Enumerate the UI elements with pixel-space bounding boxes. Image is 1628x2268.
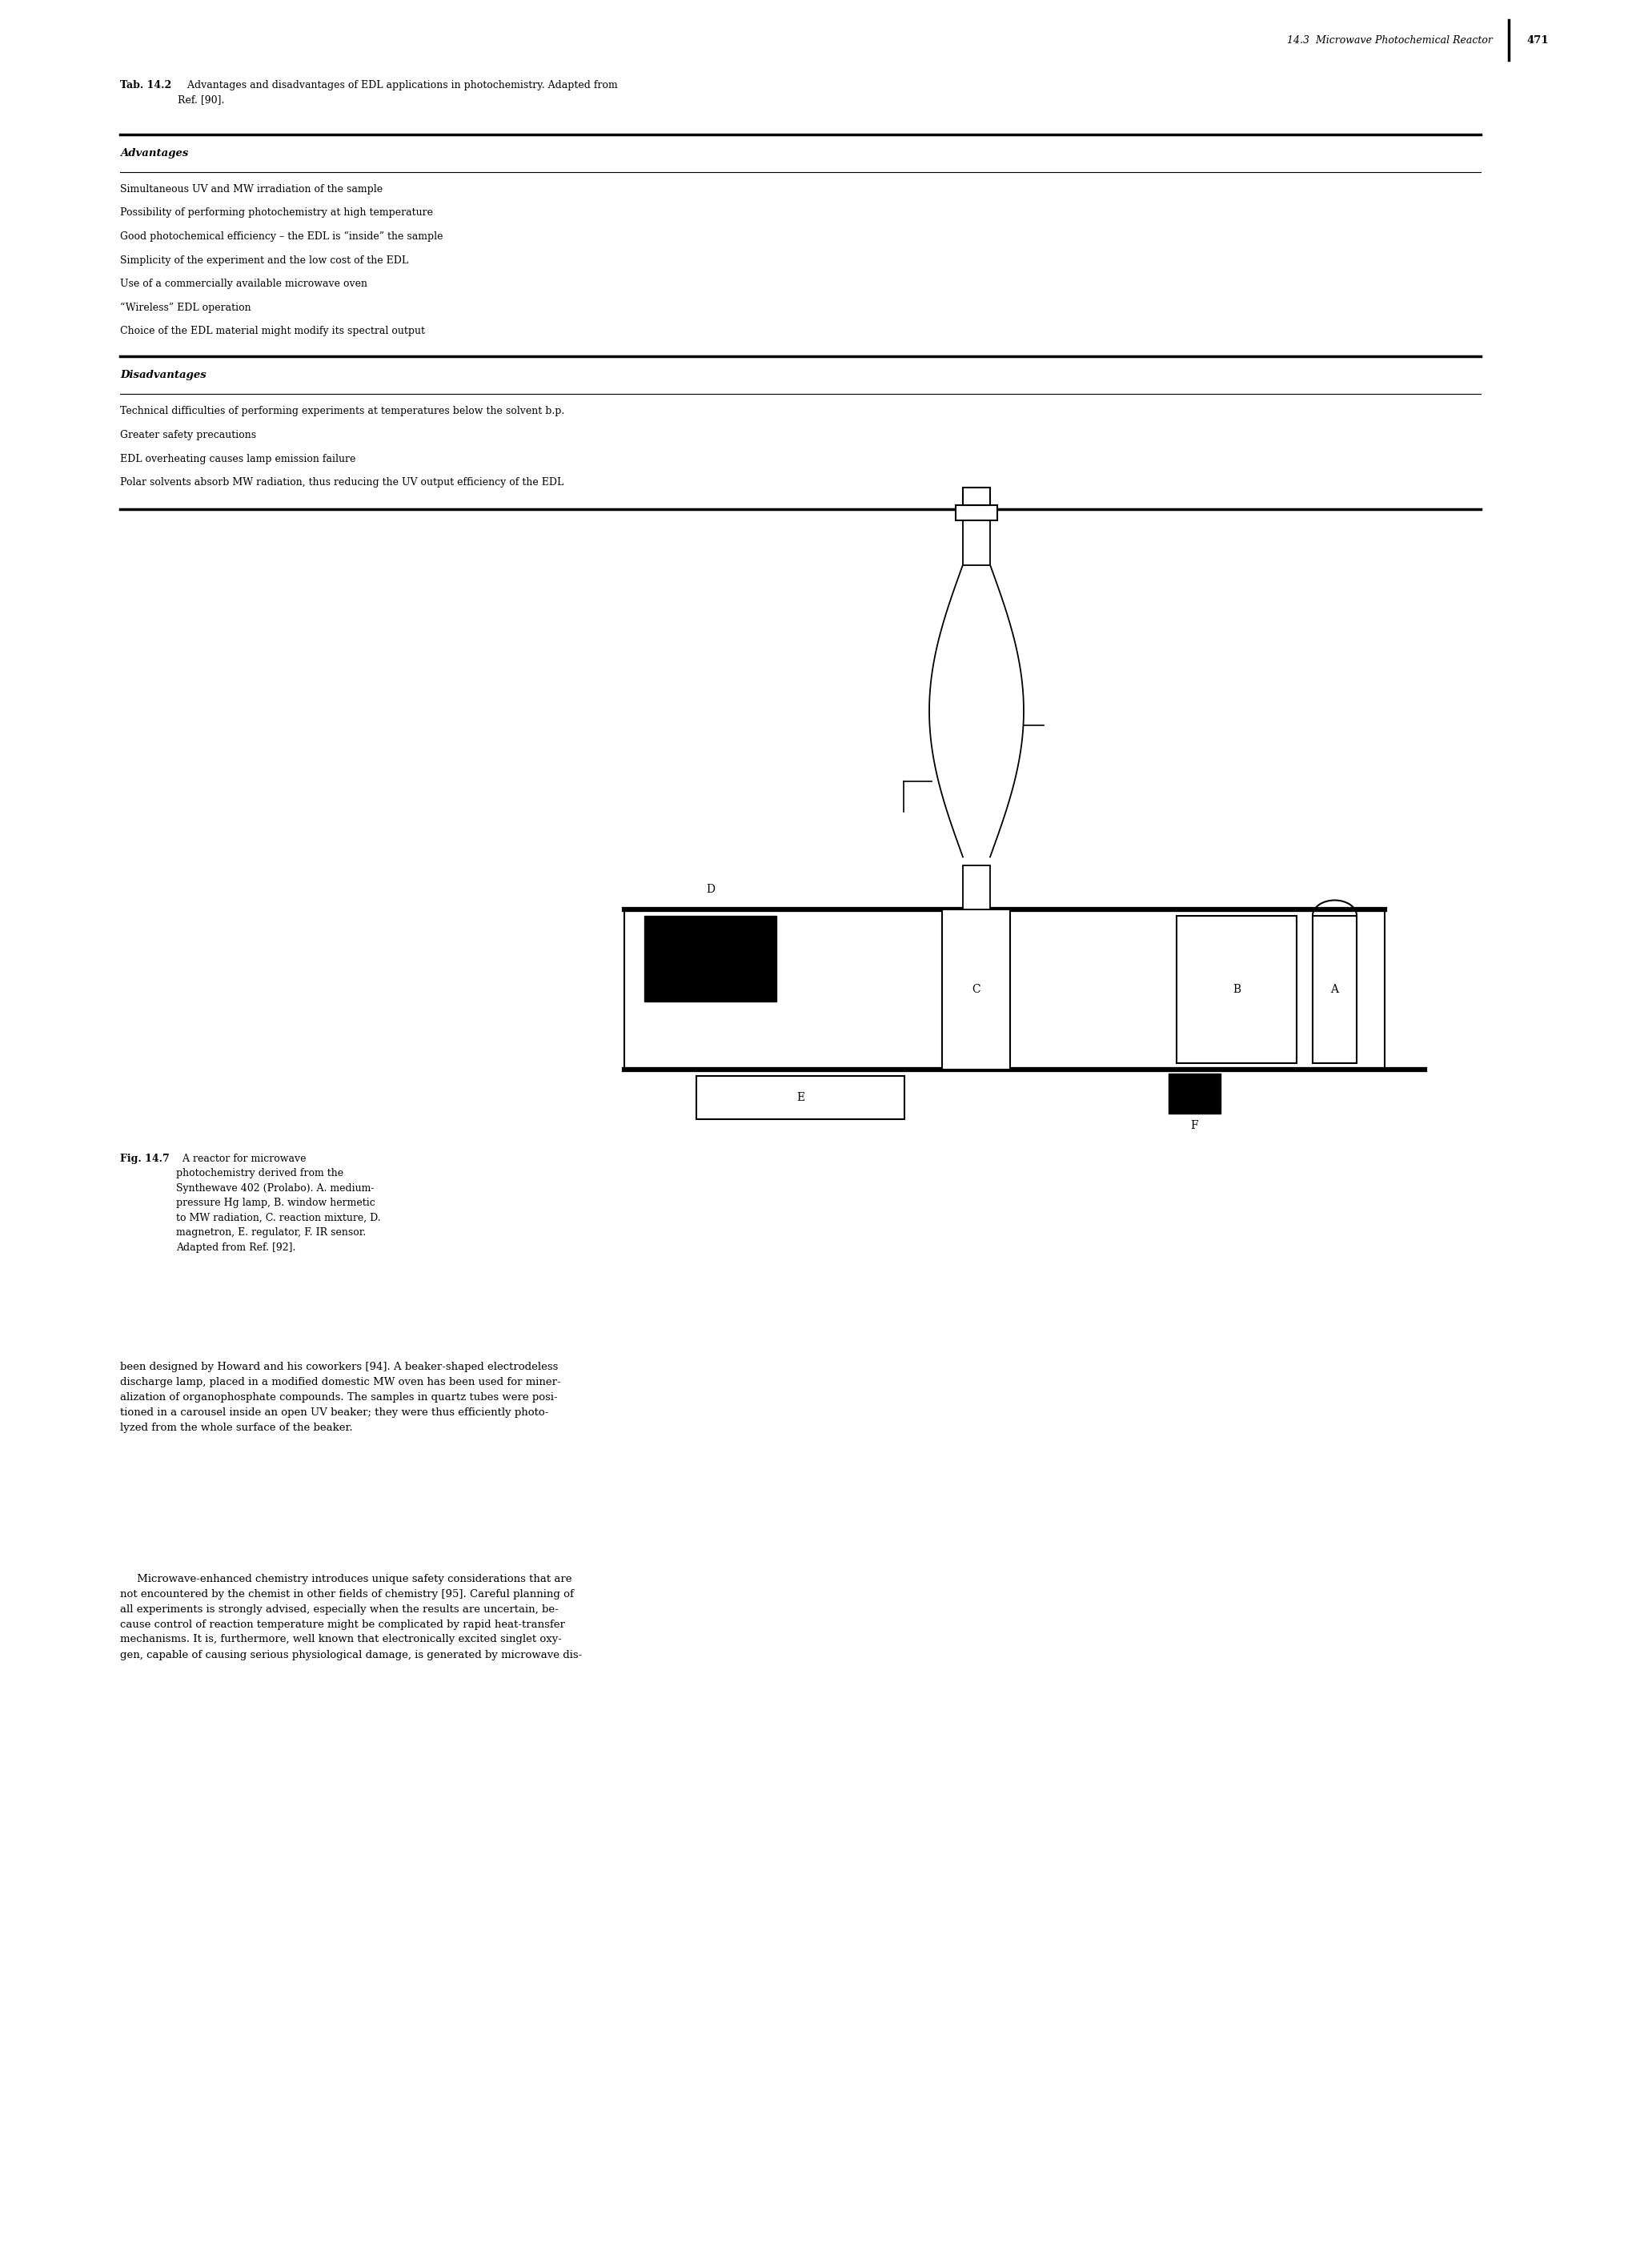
Text: C: C (972, 984, 980, 996)
Bar (1177, 916, 1296, 1064)
Text: Good photochemical efficiency – the EDL is “inside” the sample: Good photochemical efficiency – the EDL … (120, 231, 443, 243)
Text: Polar solvents absorb MW radiation, thus reducing the UV output efficiency of th: Polar solvents absorb MW radiation, thus… (120, 476, 563, 488)
Text: Disadvantages: Disadvantages (120, 370, 207, 379)
Bar (645, 916, 777, 1000)
Text: D: D (707, 885, 715, 894)
Text: 471: 471 (1527, 34, 1550, 45)
Bar (956, 506, 998, 522)
Text: E: E (796, 1091, 804, 1102)
Text: been designed by Howard and his coworkers [94]. A beaker-shaped electrodeless
di: been designed by Howard and his coworker… (120, 1361, 560, 1433)
Text: Possibility of performing photochemistry at high temperature: Possibility of performing photochemistry… (120, 209, 433, 218)
Bar (962, 522, 990, 565)
Bar (1169, 1073, 1221, 1114)
Text: Simultaneous UV and MW irradiation of the sample: Simultaneous UV and MW irradiation of th… (120, 184, 383, 195)
Text: “Wireless” EDL operation: “Wireless” EDL operation (120, 302, 251, 313)
Text: Use of a commercially available microwave oven: Use of a commercially available microwav… (120, 279, 368, 288)
Text: Advantages: Advantages (120, 147, 189, 159)
Text: Choice of the EDL material might modify its spectral output: Choice of the EDL material might modify … (120, 327, 425, 336)
Bar (943, 909, 1011, 1068)
Text: B: B (1232, 984, 1241, 996)
Bar (1312, 916, 1356, 1064)
Text: A: A (1330, 984, 1338, 996)
Bar (962, 488, 990, 506)
Text: Simplicity of the experiment and the low cost of the EDL: Simplicity of the experiment and the low… (120, 254, 409, 265)
Text: 14.3  Microwave Photochemical Reactor: 14.3 Microwave Photochemical Reactor (1288, 34, 1493, 45)
Bar (962, 864, 990, 909)
Text: Technical difficulties of performing experiments at temperatures below the solve: Technical difficulties of performing exp… (120, 406, 565, 417)
Text: Advantages and disadvantages of EDL applications in photochemistry. Adapted from: Advantages and disadvantages of EDL appl… (177, 79, 617, 104)
Text: Microwave-enhanced chemistry introduces unique safety considerations that are
no: Microwave-enhanced chemistry introduces … (120, 1574, 583, 1660)
Text: Fig. 14.7: Fig. 14.7 (120, 1152, 169, 1163)
Text: Tab. 14.2: Tab. 14.2 (120, 79, 171, 91)
Text: EDL overheating causes lamp emission failure: EDL overheating causes lamp emission fai… (120, 454, 355, 465)
Bar (697, 1075, 905, 1118)
Text: F: F (1190, 1120, 1198, 1132)
Text: A reactor for microwave
photochemistry derived from the
Synthewave 402 (Prolabo): A reactor for microwave photochemistry d… (176, 1152, 381, 1252)
Text: Greater safety precautions: Greater safety precautions (120, 431, 256, 440)
Bar (624, 909, 1385, 1068)
